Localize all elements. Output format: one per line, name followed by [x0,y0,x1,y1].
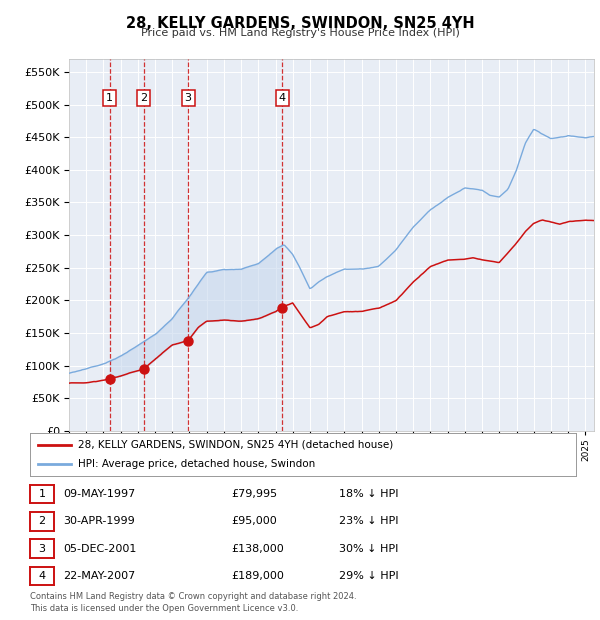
Text: £138,000: £138,000 [231,544,284,554]
Text: £95,000: £95,000 [231,516,277,526]
Text: 05-DEC-2001: 05-DEC-2001 [63,544,136,554]
Text: 18% ↓ HPI: 18% ↓ HPI [339,489,398,499]
Text: 3: 3 [185,93,191,103]
Text: 28, KELLY GARDENS, SWINDON, SN25 4YH (detached house): 28, KELLY GARDENS, SWINDON, SN25 4YH (de… [78,440,393,450]
Text: 2: 2 [140,93,147,103]
Text: £189,000: £189,000 [231,571,284,581]
Text: 4: 4 [38,571,46,581]
Text: Price paid vs. HM Land Registry's House Price Index (HPI): Price paid vs. HM Land Registry's House … [140,28,460,38]
Text: 4: 4 [279,93,286,103]
Text: 2: 2 [38,516,46,526]
Text: HPI: Average price, detached house, Swindon: HPI: Average price, detached house, Swin… [78,459,315,469]
Text: 28, KELLY GARDENS, SWINDON, SN25 4YH: 28, KELLY GARDENS, SWINDON, SN25 4YH [125,16,475,31]
Text: 1: 1 [38,489,46,499]
Text: 30% ↓ HPI: 30% ↓ HPI [339,544,398,554]
Text: 30-APR-1999: 30-APR-1999 [63,516,135,526]
Text: 22-MAY-2007: 22-MAY-2007 [63,571,135,581]
Text: 09-MAY-1997: 09-MAY-1997 [63,489,135,499]
Text: 3: 3 [38,544,46,554]
Text: 1: 1 [106,93,113,103]
Text: 29% ↓ HPI: 29% ↓ HPI [339,571,398,581]
Text: £79,995: £79,995 [231,489,277,499]
Text: 23% ↓ HPI: 23% ↓ HPI [339,516,398,526]
Text: Contains HM Land Registry data © Crown copyright and database right 2024.
This d: Contains HM Land Registry data © Crown c… [30,591,356,613]
